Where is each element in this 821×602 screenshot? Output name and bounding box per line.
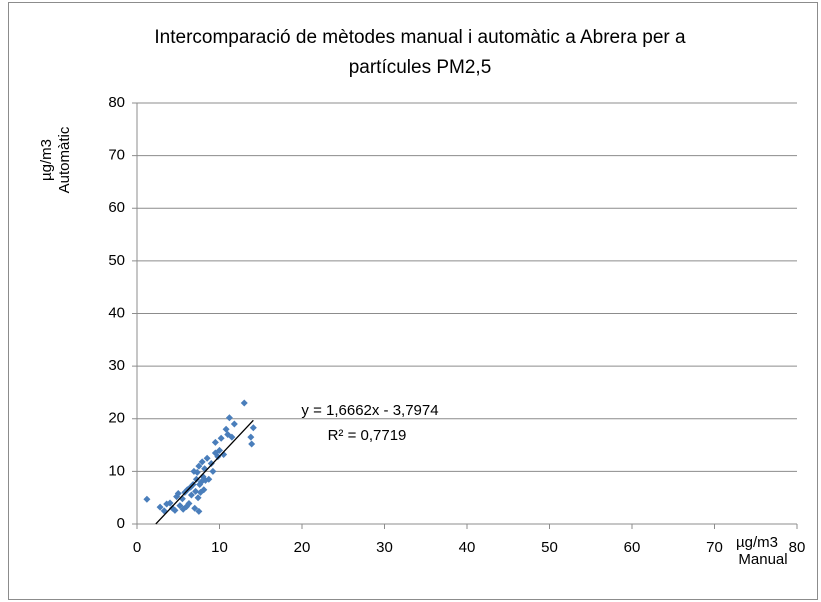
scatter-point bbox=[194, 494, 202, 502]
scatter-point bbox=[187, 491, 195, 499]
scatter-point bbox=[225, 414, 233, 422]
trendline-equation: y = 1,6662x - 3,7974 bbox=[301, 402, 438, 419]
y-axis-label: µg/m3 bbox=[38, 139, 55, 181]
scatter-point bbox=[185, 499, 193, 507]
scatter-point bbox=[171, 506, 179, 514]
x-tick-label: 70 bbox=[706, 539, 723, 556]
scatter-point bbox=[156, 503, 164, 511]
scatter-point bbox=[222, 425, 230, 433]
chart-title: Intercomparació de mètodes manual i auto… bbox=[154, 27, 686, 48]
scatter-point bbox=[217, 434, 225, 442]
y-tick-label: 80 bbox=[108, 94, 125, 111]
y-tick-label: 70 bbox=[108, 147, 125, 164]
scatter-point bbox=[200, 486, 208, 494]
scatter-point bbox=[174, 489, 182, 497]
x-tick-label: 0 bbox=[133, 539, 141, 556]
y-tick-label: 10 bbox=[108, 462, 125, 479]
scatter-point bbox=[207, 459, 215, 467]
scatter-point bbox=[240, 399, 248, 407]
scatter-point bbox=[195, 462, 203, 470]
scatter-point bbox=[193, 468, 201, 476]
y-axis-label: Automàtic bbox=[56, 126, 73, 193]
scatter-point bbox=[209, 467, 217, 475]
scatter-point bbox=[248, 440, 256, 448]
x-axis-label: µg/m3 bbox=[736, 534, 778, 551]
y-tick-label: 40 bbox=[108, 304, 125, 321]
y-tick-label: 20 bbox=[108, 410, 125, 427]
x-tick-label: 60 bbox=[624, 539, 641, 556]
scatter-point bbox=[198, 458, 206, 466]
x-tick-label: 20 bbox=[294, 539, 311, 556]
x-tick-label: 50 bbox=[541, 539, 558, 556]
y-tick-label: 60 bbox=[108, 199, 125, 216]
chart-title: partícules PM2,5 bbox=[349, 57, 492, 78]
scatter-point bbox=[203, 454, 211, 462]
scatter-point bbox=[230, 420, 238, 428]
scatter-point bbox=[214, 453, 222, 461]
y-tick-label: 50 bbox=[108, 252, 125, 269]
y-tick-label: 0 bbox=[117, 515, 125, 532]
x-tick-label: 40 bbox=[459, 539, 476, 556]
scatter-point bbox=[211, 438, 219, 446]
scatter-point bbox=[143, 495, 151, 503]
scatter-point bbox=[191, 504, 199, 512]
scatter-point bbox=[216, 446, 223, 454]
scatter-point bbox=[195, 507, 203, 515]
scatter-point bbox=[192, 475, 200, 483]
trendline-r2: R² = 0,7719 bbox=[328, 427, 407, 444]
scatter-point bbox=[166, 499, 174, 507]
x-tick-label: 80 bbox=[789, 539, 806, 556]
y-tick-label: 30 bbox=[108, 357, 125, 374]
scatter-point bbox=[192, 487, 200, 495]
x-axis-label: Manual bbox=[738, 551, 787, 568]
scatter-point bbox=[228, 433, 236, 441]
scatter-point bbox=[205, 475, 213, 483]
scatter-point bbox=[247, 433, 255, 441]
x-tick-label: 10 bbox=[211, 539, 228, 556]
trendline bbox=[155, 419, 254, 525]
chart-frame bbox=[8, 2, 818, 600]
x-tick-label: 30 bbox=[376, 539, 393, 556]
scatter-point bbox=[220, 451, 228, 459]
scatter-point bbox=[249, 424, 257, 432]
